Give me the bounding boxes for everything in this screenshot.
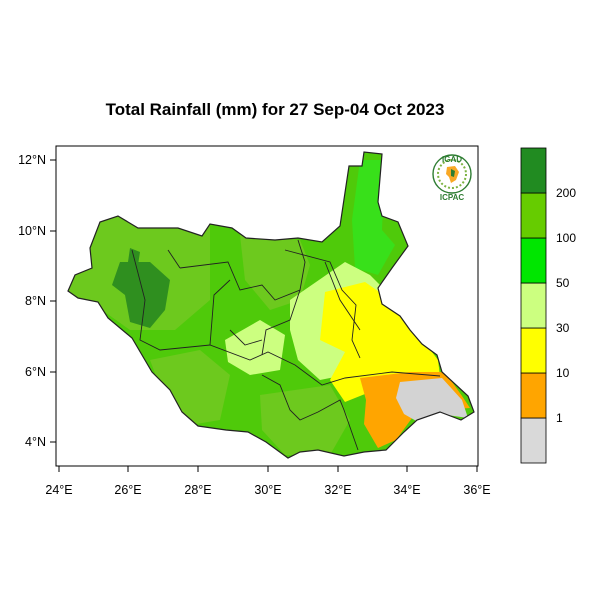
logo-top-text: IGAD <box>442 155 462 164</box>
legend-swatch <box>520 372 547 419</box>
legend-labels: 1 10 30 50 100 200 <box>556 186 576 425</box>
country-outline <box>67 151 475 459</box>
lat-tick-label: 12°N <box>18 153 46 167</box>
lon-tick-label: 26°E <box>114 483 141 497</box>
lon-tick-label: 30°E <box>254 483 281 497</box>
legend-swatch <box>520 147 547 194</box>
rainfall-field <box>68 152 474 458</box>
lon-tick-label: 32°E <box>324 483 351 497</box>
legend-swatch <box>520 282 547 329</box>
state-boundaries <box>131 239 441 451</box>
legend-label: 10 <box>556 366 570 380</box>
rainfall-zone-200-west <box>112 262 170 328</box>
legend-swatch <box>520 417 547 464</box>
rainfall-zone-southwest-100 <box>150 350 230 425</box>
legend-colorbar <box>520 147 547 464</box>
legend-label: 30 <box>556 321 570 335</box>
lat-tick-label: 4°N <box>25 435 46 449</box>
logo-bottom-text: ICPAC <box>440 193 465 202</box>
rainfall-zone-central-100 <box>240 235 310 310</box>
igad-icpac-logo: IGAD ICPAC <box>432 154 472 202</box>
legend-swatch <box>520 237 547 284</box>
legend-label: 100 <box>556 231 576 245</box>
plot-frame <box>55 145 479 467</box>
rainfall-zone-grey <box>396 378 468 422</box>
lon-tick-label: 24°E <box>45 483 72 497</box>
lon-tick-label: 34°E <box>393 483 420 497</box>
rainfall-zone-yellow-north <box>360 298 384 318</box>
lon-tick-label: 28°E <box>184 483 211 497</box>
rainfall-zone-north-50 <box>352 160 395 275</box>
legend-swatch <box>520 327 547 374</box>
legend-label: 1 <box>556 411 563 425</box>
legend-label: 200 <box>556 186 576 200</box>
lat-tick-label: 6°N <box>25 365 46 379</box>
lat-tick-label: 10°N <box>18 224 46 238</box>
lat-tick-label: 8°N <box>25 294 46 308</box>
legend-label: 50 <box>556 276 570 290</box>
rainfall-zone-south-100 <box>260 385 350 455</box>
lon-tick-label: 36°E <box>463 483 490 497</box>
legend-swatch <box>520 192 547 239</box>
map-title: Total Rainfall (mm) for 27 Sep-04 Oct 20… <box>105 100 445 119</box>
rainfall-zone-light-central <box>225 320 285 375</box>
axis-ticks <box>50 159 478 472</box>
